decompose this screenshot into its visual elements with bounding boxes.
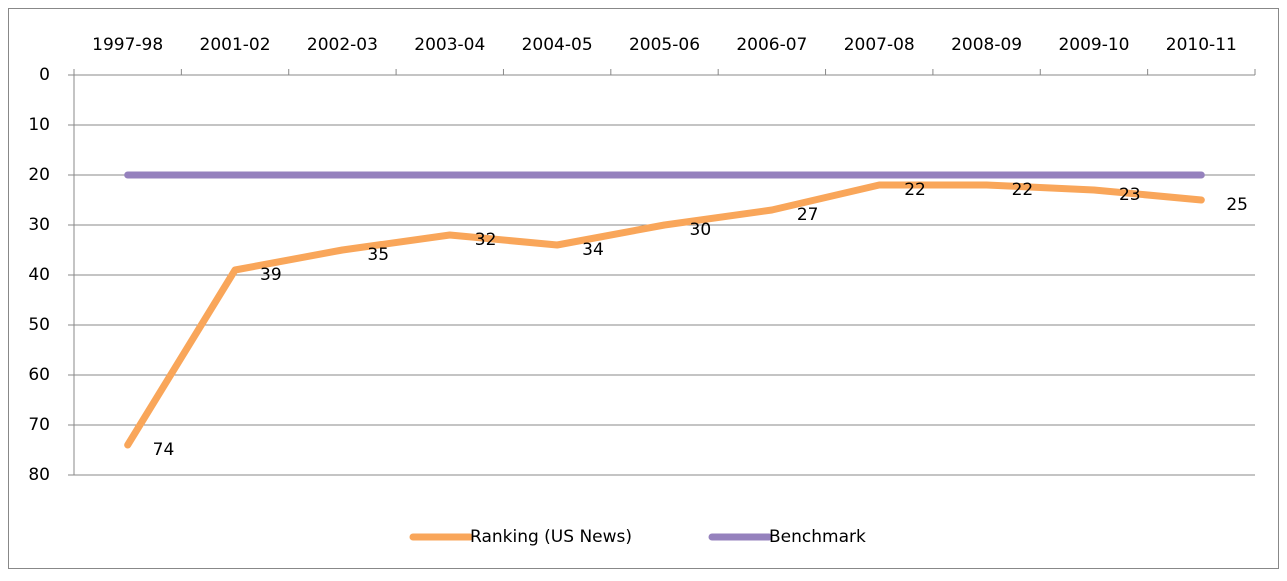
data-label: 32: [475, 230, 497, 250]
chart-border: [8, 8, 1279, 569]
data-label: 74: [153, 440, 175, 460]
data-label: 22: [904, 180, 926, 200]
y-tick-label: 60: [28, 365, 50, 385]
data-label: 35: [367, 245, 389, 265]
x-tick-label: 1997-98: [92, 35, 163, 55]
x-tick-label: 2010-11: [1166, 35, 1237, 55]
y-tick-label: 0: [39, 65, 50, 85]
x-tick-label: 2009-10: [1058, 35, 1129, 55]
x-tick-label: 2004-05: [522, 35, 593, 55]
y-tick-label: 80: [28, 465, 50, 485]
x-tick-label: 2002-03: [307, 35, 378, 55]
legend-label: Benchmark: [769, 527, 866, 547]
x-tick-label: 2003-04: [414, 35, 485, 55]
data-label: 25: [1226, 195, 1248, 215]
data-label: 23: [1119, 185, 1141, 205]
data-label: 34: [582, 240, 604, 260]
data-label: 39: [260, 265, 282, 285]
x-tick-label: 2007-08: [844, 35, 915, 55]
x-tick-label: 2005-06: [629, 35, 700, 55]
legend-label: Ranking (US News): [470, 527, 632, 547]
y-tick-label: 20: [28, 165, 50, 185]
x-tick-label: 2008-09: [951, 35, 1022, 55]
y-tick-label: 10: [28, 115, 50, 135]
x-tick-label: 2001-02: [200, 35, 271, 55]
y-tick-label: 50: [28, 315, 50, 335]
series-line: [124, 181, 1205, 449]
data-label: 22: [1012, 180, 1034, 200]
data-label: 30: [690, 220, 712, 240]
y-tick-label: 30: [28, 215, 50, 235]
y-tick-label: 70: [28, 415, 50, 435]
y-tick-label: 40: [28, 265, 50, 285]
data-label: 27: [797, 205, 819, 225]
x-tick-label: 2006-07: [736, 35, 807, 55]
